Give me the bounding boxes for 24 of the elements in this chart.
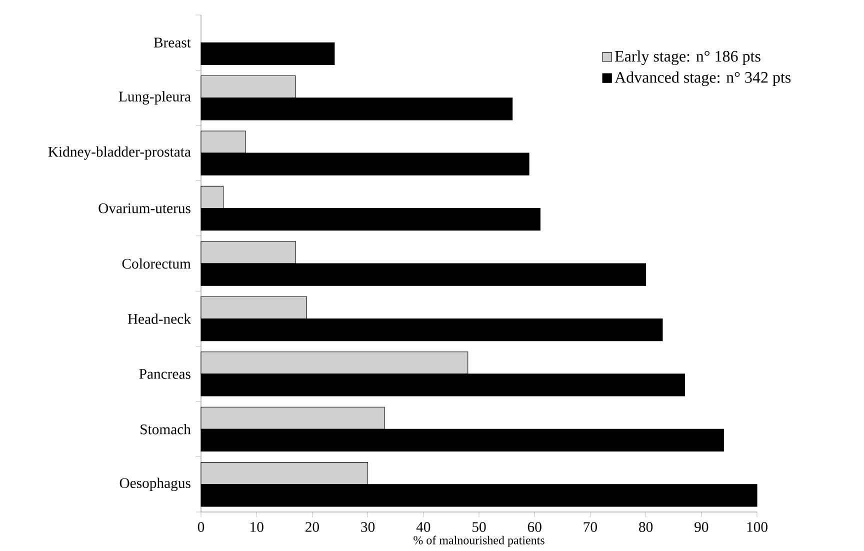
x-tick-label: 0 [198, 522, 204, 532]
y-tick-label: Head-neck [128, 314, 191, 324]
y-tick-label: Kidney-bladder-prostata [48, 146, 191, 160]
x-tick-label: 70 [584, 522, 597, 532]
x-tick-label: 50 [472, 522, 486, 532]
x-tick-label: 60 [528, 522, 542, 532]
x-tick-label: 90 [694, 522, 708, 532]
y-tick-label: Pancreas [139, 369, 190, 379]
x-tick-label: 20 [306, 522, 319, 532]
x-tick-label: 10 [250, 522, 264, 532]
y-tick-label: Stomach [140, 424, 191, 434]
x-tick-label: 40 [416, 522, 430, 532]
y-tick-label: Ovarium-uterus [98, 203, 190, 214]
legend-label: Advanced stage: n° 342 pts [614, 72, 791, 86]
x-tick-label: 30 [361, 522, 375, 532]
y-tick-label: Breast [154, 38, 191, 48]
x-tick-label: 100 [747, 522, 768, 532]
y-tick-label: Lung-pleura [118, 91, 191, 105]
bar [200, 42, 335, 65]
x-axis-title: % of malnourished patients [414, 536, 544, 547]
x-tick-label: 80 [639, 522, 653, 532]
y-tick-label: Colorectum [122, 258, 191, 269]
y-tick-label: Oesophagus [120, 478, 190, 492]
legend-label: Early stage: n° 186 pts [615, 50, 760, 65]
